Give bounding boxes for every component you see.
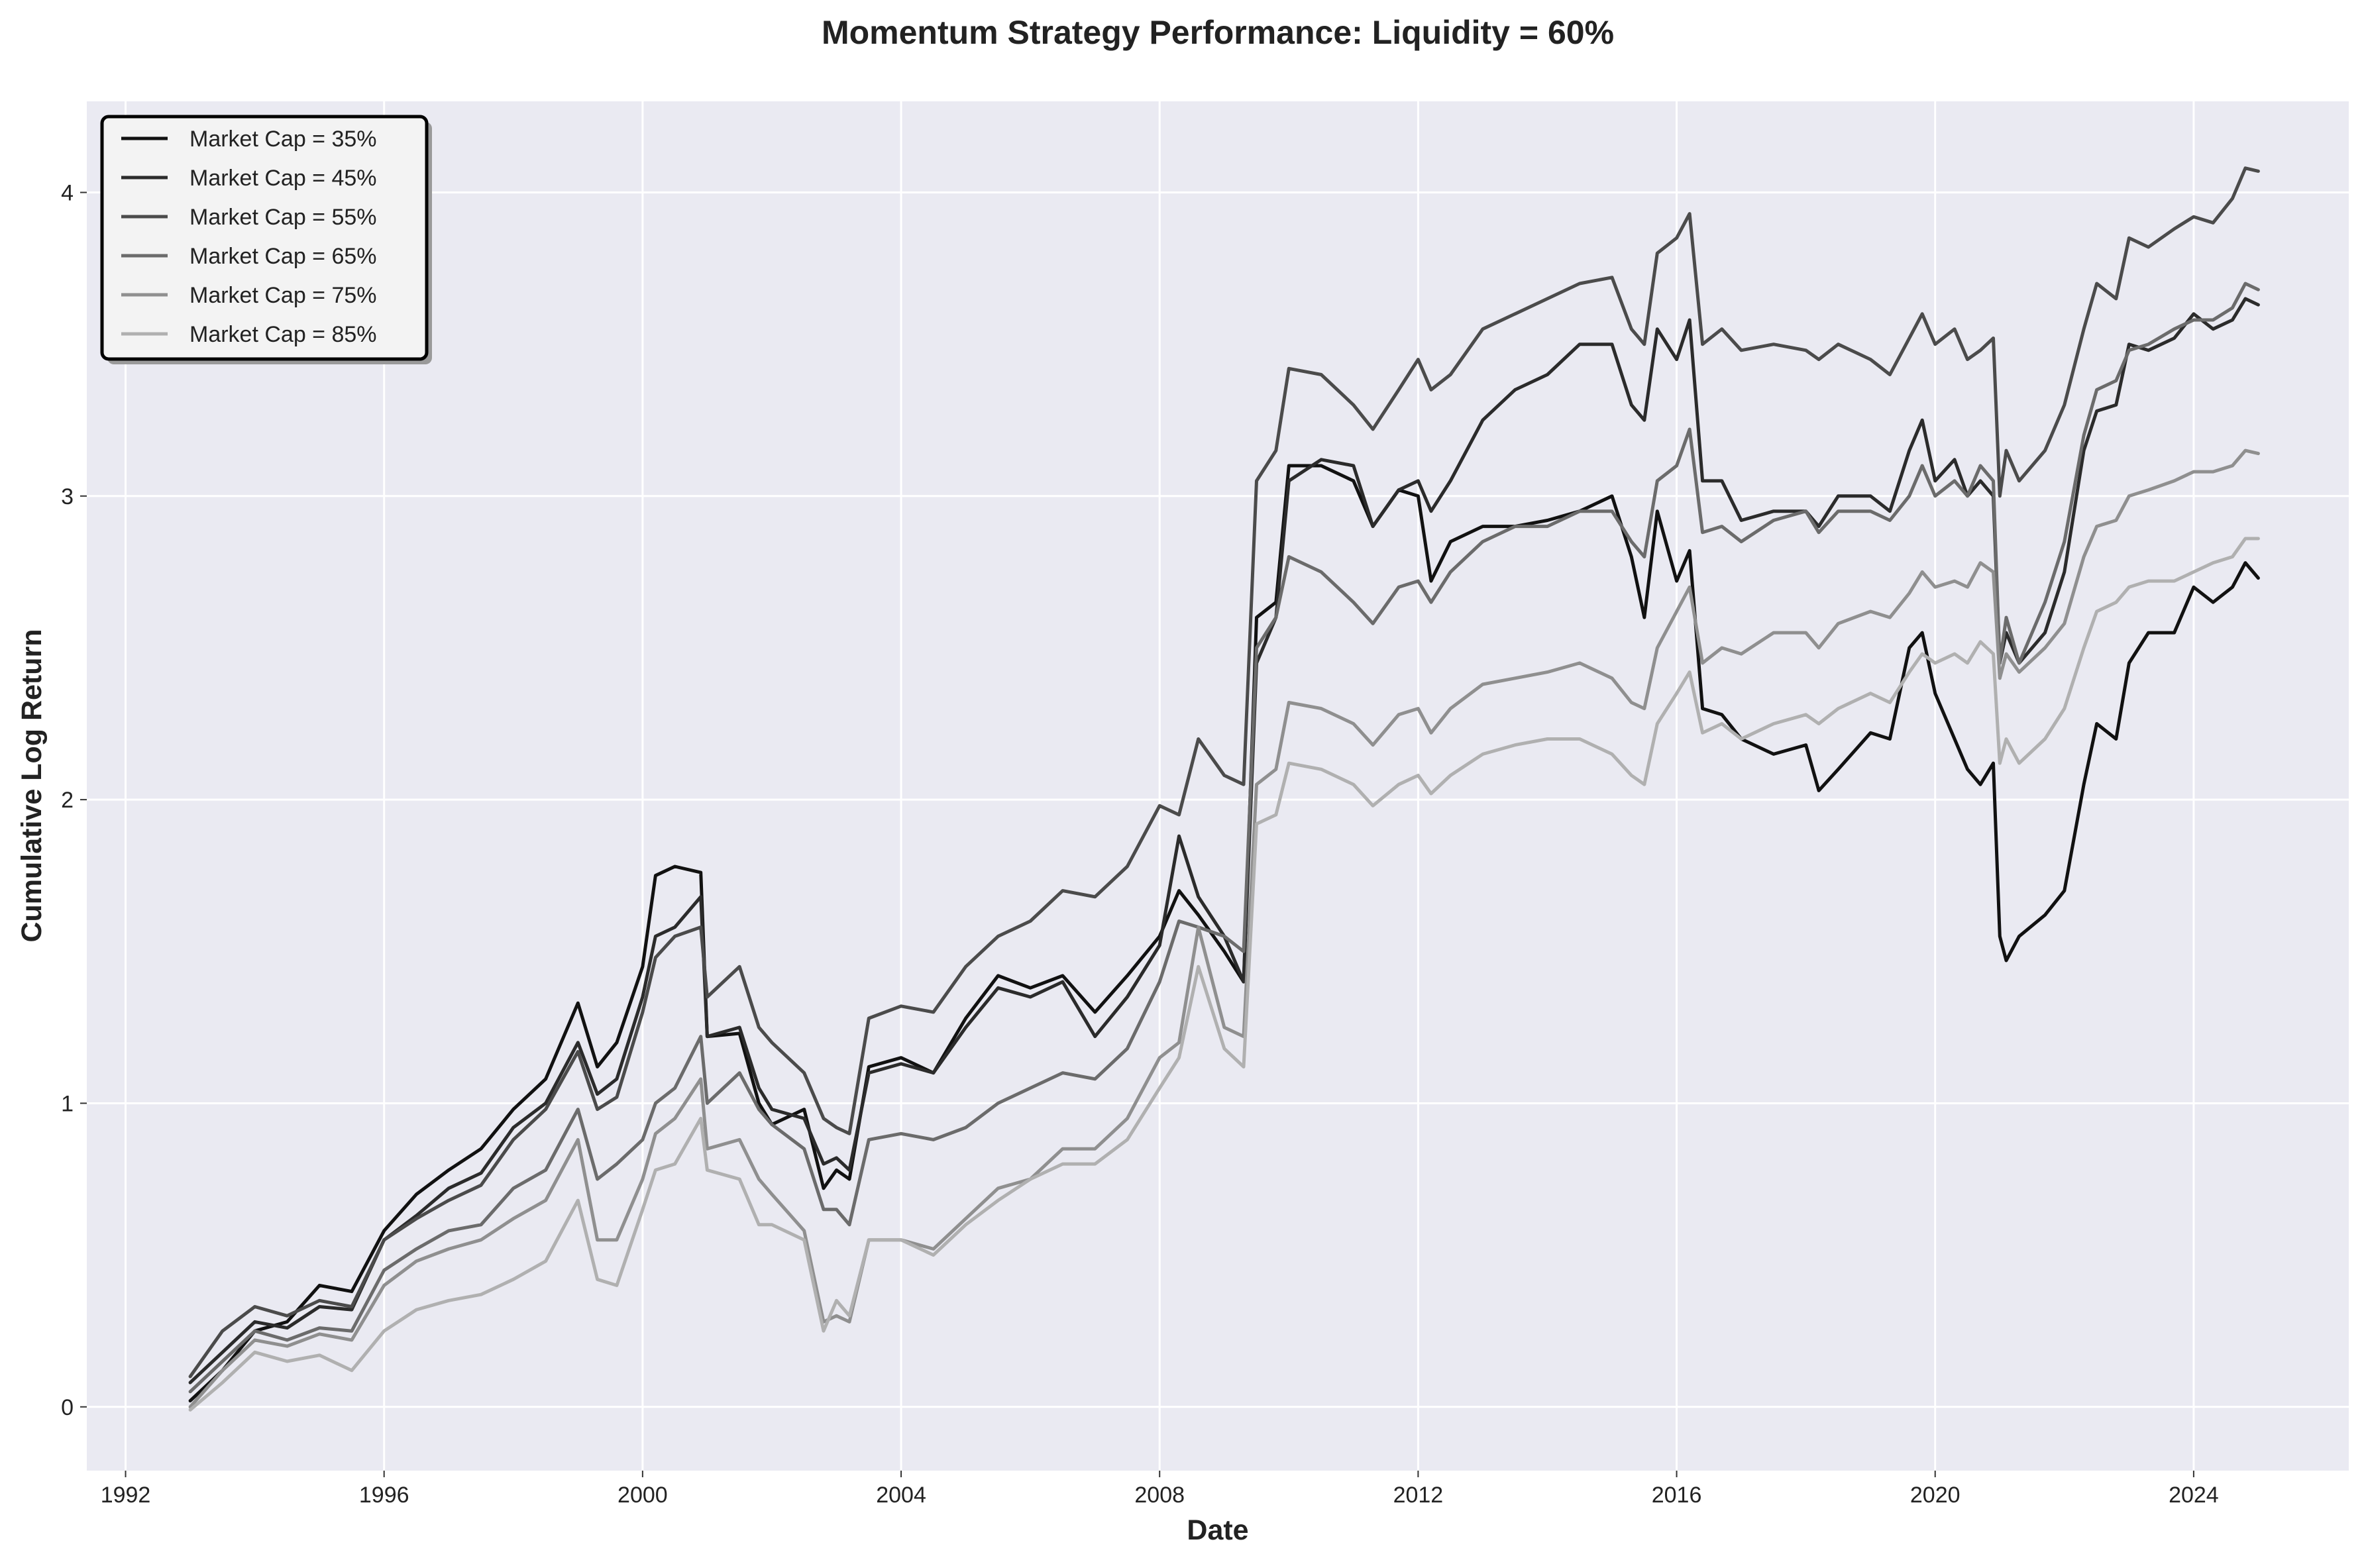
y-tick-label: 4 [61,180,74,205]
x-axis-label: Date [1187,1514,1248,1546]
x-axis-ticks: 1992 1996 2000 2004 2008 2012 2016 2020 2024 [101,1471,2219,1508]
legend-label: Market Cap = 65% [189,244,377,269]
series-line-6 [188,537,2260,1412]
series-line-3 [188,166,2260,1379]
legend: Market Cap = 35% Market Cap = 45% Market C… [100,115,432,364]
chart-title: Momentum Strategy Performance: Liquidity… [822,14,1614,51]
series-line-4 [188,282,2260,1394]
x-tick-label: 2004 [876,1483,926,1508]
legend-label: Market Cap = 75% [189,283,377,308]
legend-label: Market Cap = 45% [189,166,377,191]
legend-label: Market Cap = 85% [189,322,377,347]
x-tick-label: 1996 [359,1483,409,1508]
y-tick-label: 1 [61,1091,74,1116]
series-line-5 [188,448,2260,1409]
x-tick-label: 2008 [1134,1483,1185,1508]
y-tick-label: 0 [61,1395,74,1420]
x-tick-label: 2000 [618,1483,668,1508]
x-tick-label: 2020 [1910,1483,1961,1508]
plot-area [87,101,2349,1471]
y-axis-label: Cumulative Log Return [16,629,48,942]
legend-box [100,115,429,361]
legend-label: Market Cap = 35% [189,127,377,152]
y-tick-label: 2 [61,788,74,813]
x-tick-label: 2012 [1393,1483,1444,1508]
y-tick-label: 3 [61,484,74,509]
x-tick-label: 1992 [101,1483,151,1508]
grid-lines [87,101,2349,1471]
y-axis-ticks: 0 1 2 3 4 [61,180,87,1420]
x-tick-label: 2016 [1652,1483,1702,1508]
x-tick-label: 2024 [2169,1483,2219,1508]
legend-items: Market Cap = 35% Market Cap = 45% Market C… [121,127,377,347]
series-lines [188,166,2260,1412]
legend-label: Market Cap = 55% [189,205,377,230]
